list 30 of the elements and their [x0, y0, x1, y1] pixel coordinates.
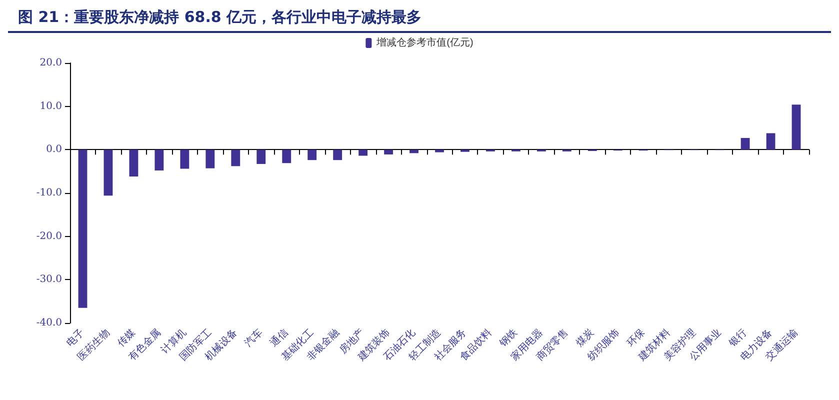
x-tick-label: 汽车	[242, 326, 266, 350]
bar	[358, 150, 368, 156]
bar	[104, 150, 113, 196]
bar	[231, 150, 240, 166]
bar	[410, 150, 418, 154]
bar	[154, 150, 164, 170]
y-tick-label: -30.0	[36, 274, 62, 286]
legend-label: 增减仓参考市值(亿元)	[376, 36, 474, 48]
y-tick-label: -20.0	[36, 230, 62, 242]
y-tick-label: -10.0	[36, 188, 62, 198]
bar	[384, 150, 393, 154]
bar	[129, 150, 138, 177]
bar	[333, 150, 342, 160]
bar	[256, 150, 266, 164]
bar	[792, 104, 801, 150]
y-tick-label: 20.0	[40, 58, 62, 68]
y-tick-label: 10.0	[40, 100, 62, 112]
x-tick-label: 银行	[726, 327, 750, 350]
bar	[740, 138, 750, 150]
chart-title: 图 21：重要股东净减持 68.8 亿元，各行业中电子减持最多	[8, 0, 831, 33]
bar	[282, 150, 292, 164]
bar	[435, 150, 444, 152]
bar	[206, 150, 215, 168]
bar	[766, 133, 776, 150]
bar	[78, 150, 88, 308]
bar	[308, 150, 317, 160]
y-tick-label: 0.0	[46, 144, 62, 156]
bar	[180, 150, 190, 169]
x-tick-label: 传媒	[116, 327, 138, 350]
y-tick-label: -40.0	[36, 318, 62, 328]
